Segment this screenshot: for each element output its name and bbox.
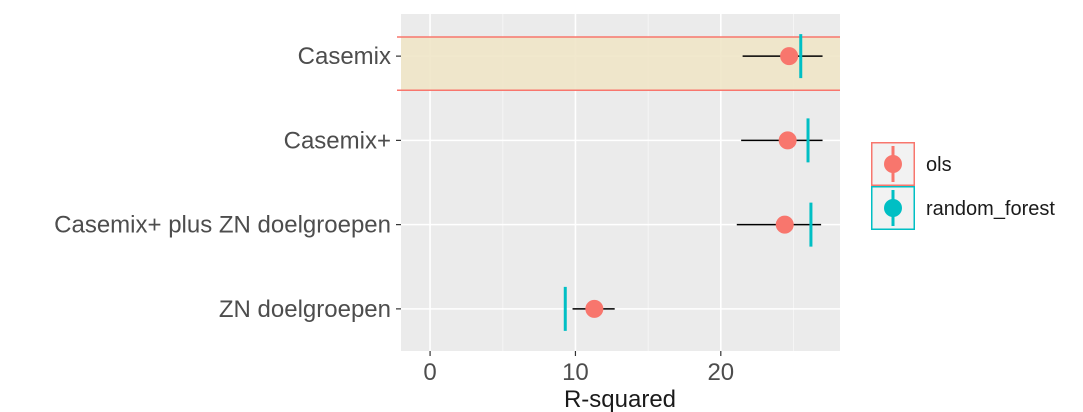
x-tick-label: 0	[423, 359, 436, 386]
y-tick-label: ZN doelgroepen	[219, 296, 391, 323]
x-axis-title: R-squared	[564, 386, 676, 412]
ols-point	[778, 131, 797, 150]
data-points	[563, 34, 813, 331]
y-tick-label: Casemix	[298, 43, 391, 70]
y-tick-label: Casemix+	[284, 127, 391, 154]
ols-point	[780, 47, 799, 66]
y-tick-label: Casemix+ plus ZN doelgroepen	[54, 212, 391, 239]
highlight-fill	[401, 37, 840, 91]
legend-key-border	[871, 142, 915, 186]
legend-key-point	[884, 199, 902, 217]
legend-key-border	[871, 186, 915, 230]
legend: ols random_forest	[871, 142, 1055, 230]
y-axis-ticks: Casemix Casemix+ Casemix+ plus ZN doelgroe…	[54, 43, 401, 323]
x-axis-ticks: 0 10 20	[423, 351, 734, 386]
legend-label: ols	[926, 154, 952, 176]
legend-label: random_forest	[926, 198, 1055, 220]
x-tick-label: 10	[562, 359, 589, 386]
highlight-band	[397, 36, 840, 91]
ols-point	[585, 299, 604, 318]
legend-key-point	[884, 155, 902, 173]
x-tick-label: 20	[707, 359, 734, 386]
ols-point	[775, 215, 794, 234]
